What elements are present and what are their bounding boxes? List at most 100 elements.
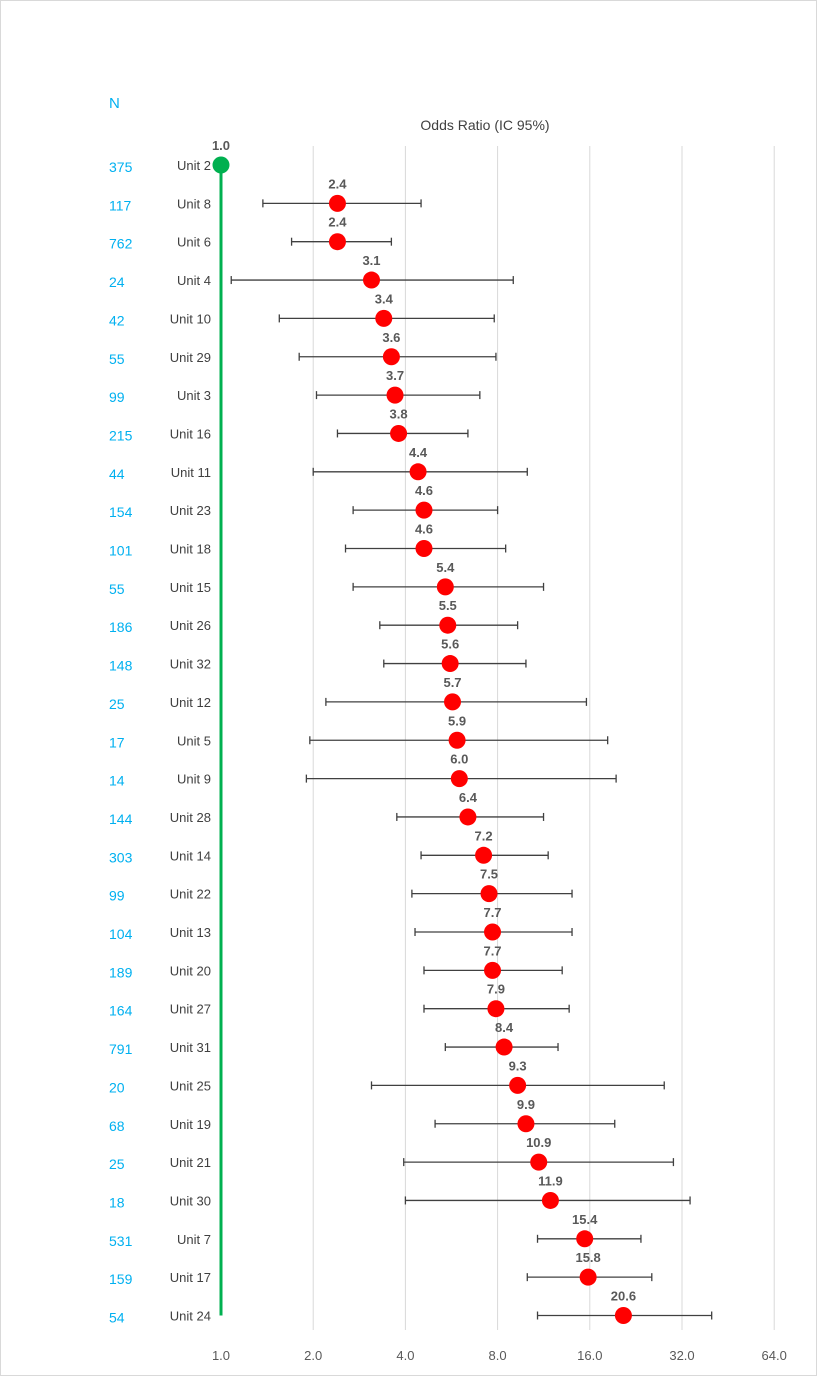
n-value: 164 [109, 1003, 133, 1019]
x-tick-label: 16.0 [577, 1348, 602, 1363]
odds-ratio-point [328, 194, 346, 212]
data-label: 15.4 [572, 1212, 598, 1227]
unit-label: Unit 23 [170, 503, 211, 518]
n-value: 215 [109, 427, 133, 443]
n-value: 44 [109, 466, 125, 482]
unit-label: Unit 19 [170, 1117, 211, 1132]
data-label: 7.7 [483, 943, 501, 958]
data-label: 15.8 [575, 1250, 600, 1265]
data-label: 4.6 [415, 483, 433, 498]
gridlines [312, 146, 775, 1330]
unit-label: Unit 11 [171, 465, 211, 480]
data-label: 4.4 [409, 445, 428, 460]
data-label: 3.4 [375, 291, 394, 306]
odds-ratio-point [459, 808, 477, 826]
unit-label: Unit 17 [170, 1270, 211, 1285]
unit-label: Unit 20 [170, 963, 211, 978]
data-label: 5.9 [448, 713, 466, 728]
unit-label: Unit 3 [177, 388, 211, 403]
unit-label: Unit 21 [170, 1155, 211, 1170]
n-value: 791 [109, 1041, 133, 1057]
unit-label: Unit 12 [170, 695, 211, 710]
n-value: 144 [109, 811, 133, 827]
n-value: 375 [109, 159, 133, 175]
odds-ratio-point [614, 1307, 632, 1324]
odds-ratio-point [541, 1191, 559, 1209]
data-label: 2.4 [328, 176, 347, 191]
odds-ratio-point [495, 1038, 513, 1056]
x-axis-ticks: 1.0 2.0 4.0 8.0 16.0 32.0 64.0 [212, 1348, 787, 1363]
reference-point [212, 156, 230, 174]
unit-label: Unit 15 [170, 580, 211, 595]
n-value: 104 [109, 926, 133, 942]
n-column-header: N [109, 95, 120, 112]
unit-label: Unit 27 [170, 1002, 211, 1017]
x-tick-label: 32.0 [669, 1348, 694, 1363]
n-value: 148 [109, 658, 133, 674]
odds-ratio-point [328, 233, 346, 251]
data-label: 11.9 [538, 1173, 563, 1188]
n-value: 17 [109, 734, 125, 750]
data-label: 5.6 [441, 637, 459, 652]
unit-label: Unit 32 [170, 657, 211, 672]
odds-ratio-point [487, 1000, 505, 1018]
data-label: 7.2 [475, 828, 493, 843]
odds-ratio-point [382, 348, 400, 366]
x-tick-label: 2.0 [304, 1348, 322, 1363]
n-value: 18 [109, 1194, 125, 1210]
odds-ratio-point [480, 885, 498, 903]
data-label: 5.4 [436, 560, 455, 575]
odds-ratio-point [439, 616, 457, 634]
n-value: 20 [109, 1079, 125, 1095]
x-tick-label: 4.0 [396, 1348, 414, 1363]
n-value: 154 [109, 504, 133, 520]
x-tick-label: 8.0 [489, 1348, 507, 1363]
data-label: 2.4 [328, 215, 347, 230]
n-value: 55 [109, 581, 125, 597]
unit-label: Unit 14 [170, 848, 211, 863]
n-value: 54 [109, 1310, 125, 1326]
n-value: 531 [109, 1233, 133, 1249]
n-value: 68 [109, 1118, 125, 1134]
data-label: 20.6 [611, 1289, 636, 1304]
unit-label: Unit 16 [170, 426, 211, 441]
unit-label: Unit 5 [177, 733, 211, 748]
n-value: 101 [109, 543, 133, 559]
unit-label: Unit 4 [177, 273, 211, 288]
data-label: 9.3 [509, 1058, 527, 1073]
odds-ratio-point [436, 578, 454, 596]
n-value: 762 [109, 236, 133, 252]
odds-ratio-point [409, 463, 427, 481]
data-label: 8.4 [495, 1020, 514, 1035]
n-value: 159 [109, 1271, 133, 1287]
unit-label: Unit 13 [170, 925, 211, 940]
unit-label: Unit 9 [177, 772, 211, 787]
unit-label: Unit 7 [177, 1232, 211, 1247]
data-label: 3.6 [382, 330, 400, 345]
n-value: 14 [109, 773, 125, 789]
odds-ratio-point [450, 770, 468, 788]
unit-label: Unit 29 [170, 350, 211, 365]
odds-ratio-point [484, 923, 502, 941]
odds-ratio-point [362, 271, 380, 289]
data-label: 3.8 [390, 406, 408, 421]
data-label: 3.1 [362, 253, 380, 268]
odds-ratio-point [444, 693, 462, 711]
data-label: 1.0 [212, 138, 230, 153]
unit-label: Unit 6 [177, 235, 211, 250]
chart-title: Odds Ratio (IC 95%) [420, 117, 549, 133]
x-tick-label: 64.0 [762, 1348, 787, 1363]
n-value: 24 [109, 274, 125, 290]
data-label: 7.9 [487, 982, 505, 997]
odds-ratio-point [530, 1153, 548, 1171]
unit-label: Unit 30 [170, 1193, 211, 1208]
data-label: 6.4 [459, 790, 478, 805]
unit-label: Unit 25 [170, 1078, 211, 1093]
odds-ratio-point [509, 1076, 527, 1094]
n-value: 303 [109, 849, 133, 865]
odds-ratio-point [415, 501, 433, 519]
data-label: 9.9 [517, 1097, 535, 1112]
n-value: 25 [109, 1156, 125, 1172]
x-tick-label: 1.0 [212, 1348, 230, 1363]
data-label: 10.9 [526, 1135, 551, 1150]
